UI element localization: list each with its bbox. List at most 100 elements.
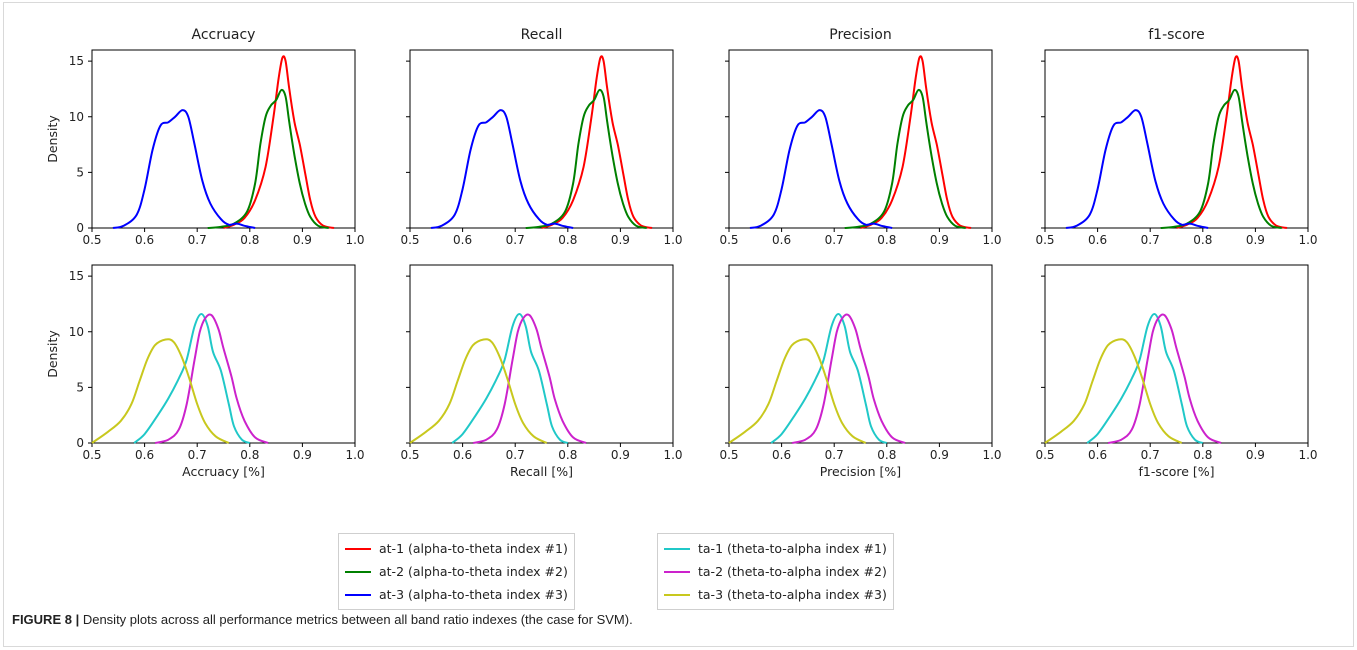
column-title: Precision bbox=[829, 27, 891, 43]
density-curve-at-3 bbox=[1065, 109, 1209, 229]
x-tick-label: 0.7 bbox=[1141, 448, 1160, 462]
x-tick-label: 1.0 bbox=[1298, 448, 1317, 462]
x-tick-label: 0.7 bbox=[1141, 233, 1160, 247]
y-tick-label: 10 bbox=[69, 110, 84, 124]
legend-entry: at-3 (alpha-to-theta index #3) bbox=[345, 583, 568, 606]
x-tick-label: 0.7 bbox=[188, 233, 207, 247]
x-tick-label: 0.9 bbox=[1246, 448, 1265, 462]
x-tick-label: 0.6 bbox=[135, 233, 154, 247]
x-tick-label: 0.5 bbox=[82, 233, 101, 247]
x-tick-label: 0.7 bbox=[825, 448, 844, 462]
x-tick-label: 0.8 bbox=[877, 233, 896, 247]
legend-swatch bbox=[664, 570, 690, 573]
x-axis-label: Accruacy [%] bbox=[182, 464, 265, 479]
density-curve-ta-1 bbox=[133, 313, 251, 444]
x-tick-label: 0.6 bbox=[453, 448, 472, 462]
legend-alpha-to-theta: at-1 (alpha-to-theta index #1) at-2 (alph… bbox=[338, 533, 575, 610]
density-curve-at-3 bbox=[430, 109, 574, 229]
x-tick-label: 0.9 bbox=[293, 448, 312, 462]
density-curve-ta-3 bbox=[409, 338, 548, 444]
x-tick-label: 0.8 bbox=[558, 448, 577, 462]
x-tick-label: 0.8 bbox=[240, 233, 259, 247]
panel-frame-r1-c0 bbox=[91, 264, 356, 444]
x-tick-label: 1.0 bbox=[663, 448, 682, 462]
x-axis-label: Recall [%] bbox=[510, 464, 573, 479]
x-tick-label: 0.5 bbox=[400, 448, 419, 462]
panel-frame-r1-c2 bbox=[728, 264, 993, 444]
density-curve-at-2 bbox=[525, 88, 647, 229]
density-curve-ta-2 bbox=[791, 313, 906, 444]
legend-label: at-1 (alpha-to-theta index #1) bbox=[379, 541, 568, 556]
x-tick-label: 0.8 bbox=[558, 233, 577, 247]
x-tick-label: 1.0 bbox=[345, 448, 364, 462]
column-title: Accruacy bbox=[192, 27, 256, 43]
density-curve-at-2 bbox=[207, 88, 329, 229]
density-curve-ta-1 bbox=[451, 313, 569, 444]
legend-swatch bbox=[345, 547, 371, 550]
x-tick-label: 0.8 bbox=[1193, 448, 1212, 462]
x-tick-label: 0.7 bbox=[188, 448, 207, 462]
density-curve-at-1 bbox=[223, 55, 335, 229]
x-tick-label: 0.8 bbox=[240, 448, 259, 462]
density-curve-at-2 bbox=[844, 88, 966, 229]
y-tick-label: 5 bbox=[76, 380, 84, 394]
legend-swatch bbox=[345, 593, 371, 596]
x-tick-label: 1.0 bbox=[1298, 233, 1317, 247]
density-curve-ta-2 bbox=[1107, 313, 1222, 444]
legend-label: at-3 (alpha-to-theta index #3) bbox=[379, 587, 568, 602]
legend-theta-to-alpha: ta-1 (theta-to-alpha index #1) ta-2 (thet… bbox=[657, 533, 894, 610]
density-curve-ta-2 bbox=[472, 313, 587, 444]
x-tick-label: 0.6 bbox=[772, 448, 791, 462]
density-curve-ta-1 bbox=[1086, 313, 1204, 444]
x-tick-label: 0.6 bbox=[772, 233, 791, 247]
x-tick-label: 0.9 bbox=[1246, 233, 1265, 247]
x-tick-label: 0.9 bbox=[611, 448, 630, 462]
x-tick-label: 0.5 bbox=[1035, 448, 1054, 462]
figure-frame bbox=[3, 2, 1354, 647]
density-curve-ta-2 bbox=[154, 313, 269, 444]
caption-text: Density plots across all performance met… bbox=[82, 612, 633, 627]
legend-swatch bbox=[664, 593, 690, 596]
legend-entry: ta-3 (theta-to-alpha index #3) bbox=[664, 583, 887, 606]
x-tick-label: 0.8 bbox=[1193, 233, 1212, 247]
x-axis-label: Precision [%] bbox=[820, 464, 901, 479]
x-tick-label: 0.5 bbox=[400, 233, 419, 247]
y-axis-label: Density bbox=[45, 330, 60, 378]
x-tick-label: 1.0 bbox=[982, 448, 1001, 462]
panel-frame-r0-c0 bbox=[91, 49, 356, 229]
x-tick-label: 1.0 bbox=[982, 233, 1001, 247]
legend-label: ta-2 (theta-to-alpha index #2) bbox=[698, 564, 887, 579]
panel-frame-r0-c3 bbox=[1044, 49, 1309, 229]
density-curve-ta-1 bbox=[770, 313, 888, 444]
y-tick-label: 15 bbox=[69, 269, 84, 283]
y-tick-label: 5 bbox=[76, 165, 84, 179]
legend-swatch bbox=[664, 547, 690, 550]
x-tick-label: 0.6 bbox=[1088, 448, 1107, 462]
x-tick-label: 0.6 bbox=[453, 233, 472, 247]
legend-entry: ta-1 (theta-to-alpha index #1) bbox=[664, 537, 887, 560]
density-chart-grid: 0.5 0.6 0.7 0.8 0.9 1.0 0 5 10 15 Accruacy Density 0… bbox=[45, 27, 1318, 479]
caption-label: FIGURE 8 | bbox=[12, 612, 80, 627]
column-title: f1-score bbox=[1148, 27, 1205, 43]
density-curve-ta-3 bbox=[91, 338, 230, 444]
x-tick-label: 0.9 bbox=[930, 448, 949, 462]
density-curve-at-1 bbox=[541, 55, 653, 229]
density-curve-at-1 bbox=[860, 55, 972, 229]
density-curve-at-2 bbox=[1160, 88, 1282, 229]
figure-caption: FIGURE 8 | Density plots across all perf… bbox=[12, 612, 633, 627]
panel-frame-r0-c1 bbox=[409, 49, 674, 229]
x-tick-label: 0.5 bbox=[719, 233, 738, 247]
x-tick-label: 0.5 bbox=[1035, 233, 1054, 247]
density-curve-ta-3 bbox=[1044, 338, 1183, 444]
panel-frame-r1-c1 bbox=[409, 264, 674, 444]
x-tick-label: 1.0 bbox=[663, 233, 682, 247]
panel-frame-r0-c2 bbox=[728, 49, 993, 229]
y-tick-label: 15 bbox=[69, 54, 84, 68]
legend-label: ta-1 (theta-to-alpha index #1) bbox=[698, 541, 887, 556]
x-tick-label: 0.6 bbox=[135, 448, 154, 462]
legend-entry: at-1 (alpha-to-theta index #1) bbox=[345, 537, 568, 560]
density-curve-at-3 bbox=[112, 109, 256, 229]
legend-label: at-2 (alpha-to-theta index #2) bbox=[379, 564, 568, 579]
x-tick-label: 0.6 bbox=[1088, 233, 1107, 247]
column-title: Recall bbox=[521, 27, 563, 43]
